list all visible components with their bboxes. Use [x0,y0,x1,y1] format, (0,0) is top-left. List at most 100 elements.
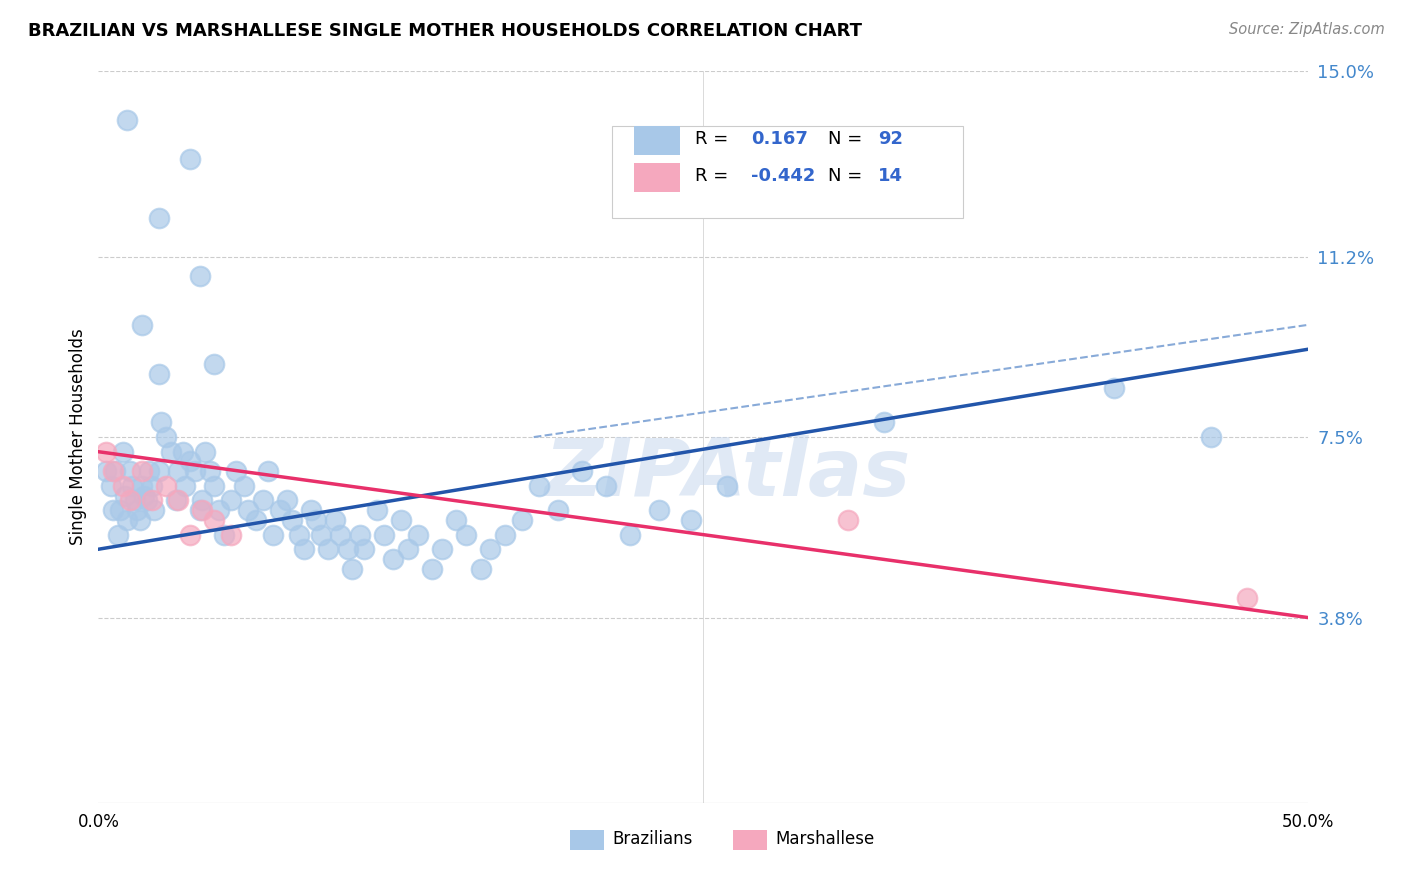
Point [245,513,267,527]
Text: ZIPAtlas: ZIPAtlas [544,434,910,513]
Point [188,503,211,517]
Text: 92: 92 [879,130,903,148]
Point [121,479,143,493]
Point [204,513,226,527]
Point [396,542,419,557]
Bar [634,162,681,192]
Point [349,527,371,541]
Point [353,542,375,557]
Point [117,113,139,128]
Point [527,479,550,493]
Point [262,527,284,541]
Point [494,527,516,541]
Point [336,542,359,557]
Point [191,503,214,517]
Text: BRAZILIAN VS MARSHALLESE SINGLE MOTHER HOUSEHOLDS CORRELATION CHART: BRAZILIAN VS MARSHALLESE SINGLE MOTHER H… [28,22,862,40]
Point [238,503,260,517]
Point [571,464,593,478]
Point [118,464,141,478]
Point [252,493,274,508]
Point [143,503,166,517]
Point [382,552,405,566]
Point [179,527,201,541]
Point [128,513,150,527]
FancyBboxPatch shape [613,126,963,218]
Bar [634,126,681,155]
Point [479,542,502,557]
Point [510,513,533,527]
Point [131,479,153,493]
Point [100,479,122,493]
Point [167,464,190,478]
Point [454,527,477,541]
Point [179,454,201,468]
Point [148,211,170,225]
Point [406,527,429,541]
Point [208,503,231,517]
Point [281,513,304,527]
Point [873,416,896,430]
Point [111,479,134,493]
Point [118,493,141,508]
Point [221,493,243,508]
Point [135,493,157,508]
Text: R =: R = [695,130,728,148]
Point [194,444,217,458]
Point [232,479,254,493]
Point [305,513,328,527]
Point [366,503,388,517]
Point [716,479,738,493]
Point [101,464,124,478]
Point [1102,381,1125,395]
Point [141,479,163,493]
Point [114,489,136,503]
Point [148,367,170,381]
Text: R =: R = [695,167,728,185]
Point [316,542,339,557]
Point [221,527,243,541]
Point [212,527,235,541]
Text: 14: 14 [879,167,903,185]
Point [108,503,131,517]
Point [188,269,211,284]
Point [325,513,347,527]
Point [172,444,194,458]
Point [155,479,177,493]
Bar [734,830,768,850]
Text: Brazilians: Brazilians [613,830,693,848]
Point [679,513,702,527]
Point [131,318,153,332]
Point [276,493,298,508]
Text: Marshallese: Marshallese [776,830,875,848]
Point [837,513,859,527]
Text: Source: ZipAtlas.com: Source: ZipAtlas.com [1229,22,1385,37]
Point [389,513,412,527]
Point [191,493,214,508]
Point [198,464,221,478]
Text: N =: N = [828,167,862,185]
Point [124,493,146,508]
Point [595,479,617,493]
Point [329,527,352,541]
Point [256,464,278,478]
Point [94,444,117,458]
Point [111,444,134,458]
Point [141,493,163,508]
Text: -0.442: -0.442 [751,167,815,185]
Y-axis label: Single Mother Households: Single Mother Households [69,329,87,545]
Point [104,464,127,478]
Point [420,562,443,576]
Point [292,542,315,557]
Point [619,527,641,541]
Point [204,357,226,371]
Point [269,503,291,517]
Point [179,152,201,166]
Point [167,493,190,508]
Point [101,503,124,517]
Point [1236,591,1258,605]
Point [165,493,187,508]
Point [150,416,173,430]
Point [148,464,170,478]
Point [94,464,117,478]
Point [134,489,156,503]
